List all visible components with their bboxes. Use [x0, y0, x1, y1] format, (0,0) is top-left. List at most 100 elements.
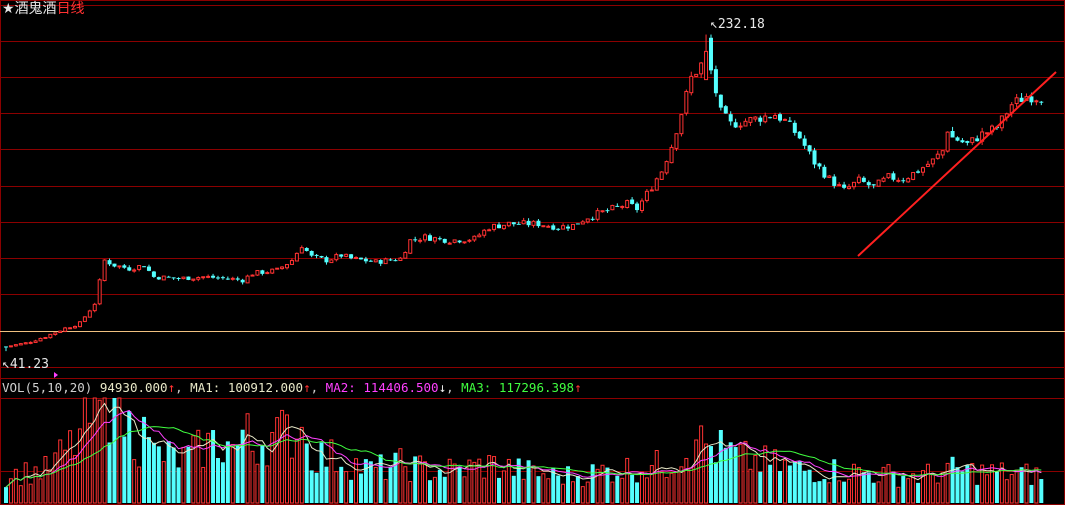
candle-body-down [516, 223, 521, 225]
volume-bar-down [758, 471, 763, 503]
candle-body-up [8, 345, 13, 348]
candle-body-down [787, 120, 792, 122]
volume-bar-up [23, 462, 28, 504]
candle-body-up [452, 239, 457, 243]
candle-body-up [289, 260, 294, 265]
volume-bar-up [206, 432, 211, 504]
volume-bar-up [649, 465, 654, 504]
volume-bar-down [575, 475, 580, 503]
volume-bar-up [970, 463, 975, 504]
candle-body-down [358, 257, 363, 260]
candle-body-up [23, 342, 28, 345]
volume-bar-up [600, 464, 605, 504]
star-icon[interactable]: ★ [2, 1, 15, 17]
volume-bar-up [423, 461, 428, 504]
candle-body-down [176, 277, 181, 279]
candle-body-down [437, 238, 442, 240]
volume-bar-up [704, 443, 709, 504]
candle-body-up [270, 268, 275, 274]
candle-body-up [117, 265, 122, 268]
candle-body-down [378, 260, 383, 264]
volume-bar-down [4, 487, 8, 503]
candle-body-up [294, 252, 299, 262]
volume-bar-down [107, 442, 112, 503]
volume-bar-up [669, 472, 674, 504]
candle-body-down [339, 254, 344, 257]
volume-bar-down [916, 482, 921, 503]
candle-body-down [866, 182, 871, 186]
volume-bar-down [787, 465, 792, 503]
candle-body-up [418, 239, 423, 242]
volume-bar-down [156, 446, 161, 503]
candle-body-down [575, 223, 580, 225]
volume-bar-up [334, 471, 339, 504]
volume-bar-down [368, 461, 373, 503]
volume-bar-down [566, 466, 571, 503]
volume-bar-down [127, 411, 132, 503]
candle-body-down [319, 256, 324, 258]
volume-bar-down [176, 467, 181, 503]
volume-bar-down [812, 482, 817, 503]
volume-bar-down [778, 471, 783, 503]
candle-body-down [807, 145, 812, 152]
volume-bar-down [339, 466, 344, 503]
volume-bar-up [1004, 479, 1009, 504]
volume-bar-down [871, 482, 876, 503]
volume-bar-up [285, 414, 290, 504]
volume-bar-up [265, 465, 270, 504]
volume-bar-up [117, 397, 122, 504]
volume-bar-down [442, 476, 447, 503]
volume-bar-up [748, 468, 753, 504]
volume-bar-down [319, 442, 324, 503]
candle-body-up [467, 239, 472, 242]
volume-bar-down [708, 446, 713, 503]
volume-ma2-line [5, 409, 1042, 488]
candle-body-down [413, 239, 418, 241]
candle-body-up [743, 120, 748, 127]
volume-bar-up [699, 425, 704, 504]
volume-bar-up [689, 467, 694, 504]
volume-bar-down [363, 459, 368, 503]
volume-bar-up [664, 477, 669, 504]
volume-bar-down [891, 471, 896, 503]
volume-bar-up [102, 397, 107, 504]
candle-body-down [142, 266, 147, 268]
candle-body-down [388, 259, 393, 261]
candle-body-up [940, 150, 945, 156]
candle-body-up [896, 179, 901, 182]
candle-body-up [881, 177, 886, 182]
candle-body-down [363, 258, 368, 262]
candle-body-down [812, 150, 817, 165]
candle-body-down [107, 260, 112, 265]
candle-body-up [43, 337, 48, 340]
candle-body-up [161, 275, 166, 281]
candle-body-up [654, 178, 659, 191]
candle-body-up [383, 258, 388, 265]
candle-body-up [541, 225, 546, 228]
candle-body-down [240, 279, 245, 283]
volume-bar-up [245, 413, 250, 504]
volume-bar-down [142, 416, 147, 503]
volume-bar-down [994, 471, 999, 503]
chart-title: ★酒鬼酒日线 [2, 1, 85, 17]
candle-body-up [196, 277, 201, 280]
candle-body-up [245, 275, 250, 284]
volume-bar-up [462, 476, 467, 504]
volume-bar-up [8, 478, 13, 504]
candle-body-up [423, 234, 428, 241]
candle-body-up [782, 118, 787, 121]
volume-bar-down [413, 456, 418, 503]
candle-body-down [536, 220, 541, 227]
candle-body-up [329, 259, 334, 264]
candle-body-up [398, 257, 403, 261]
volume-bar-down [378, 454, 383, 503]
candle-body-up [206, 275, 211, 278]
volume-bar-up [654, 450, 659, 504]
candle-body-up [585, 218, 590, 223]
candle-body-down [713, 69, 718, 94]
candle-body-up [1014, 97, 1019, 104]
volume-bar-down [1039, 479, 1044, 503]
candle-body-up [255, 270, 260, 276]
candle-body-up [664, 161, 669, 174]
volume-bar-up [137, 466, 142, 504]
